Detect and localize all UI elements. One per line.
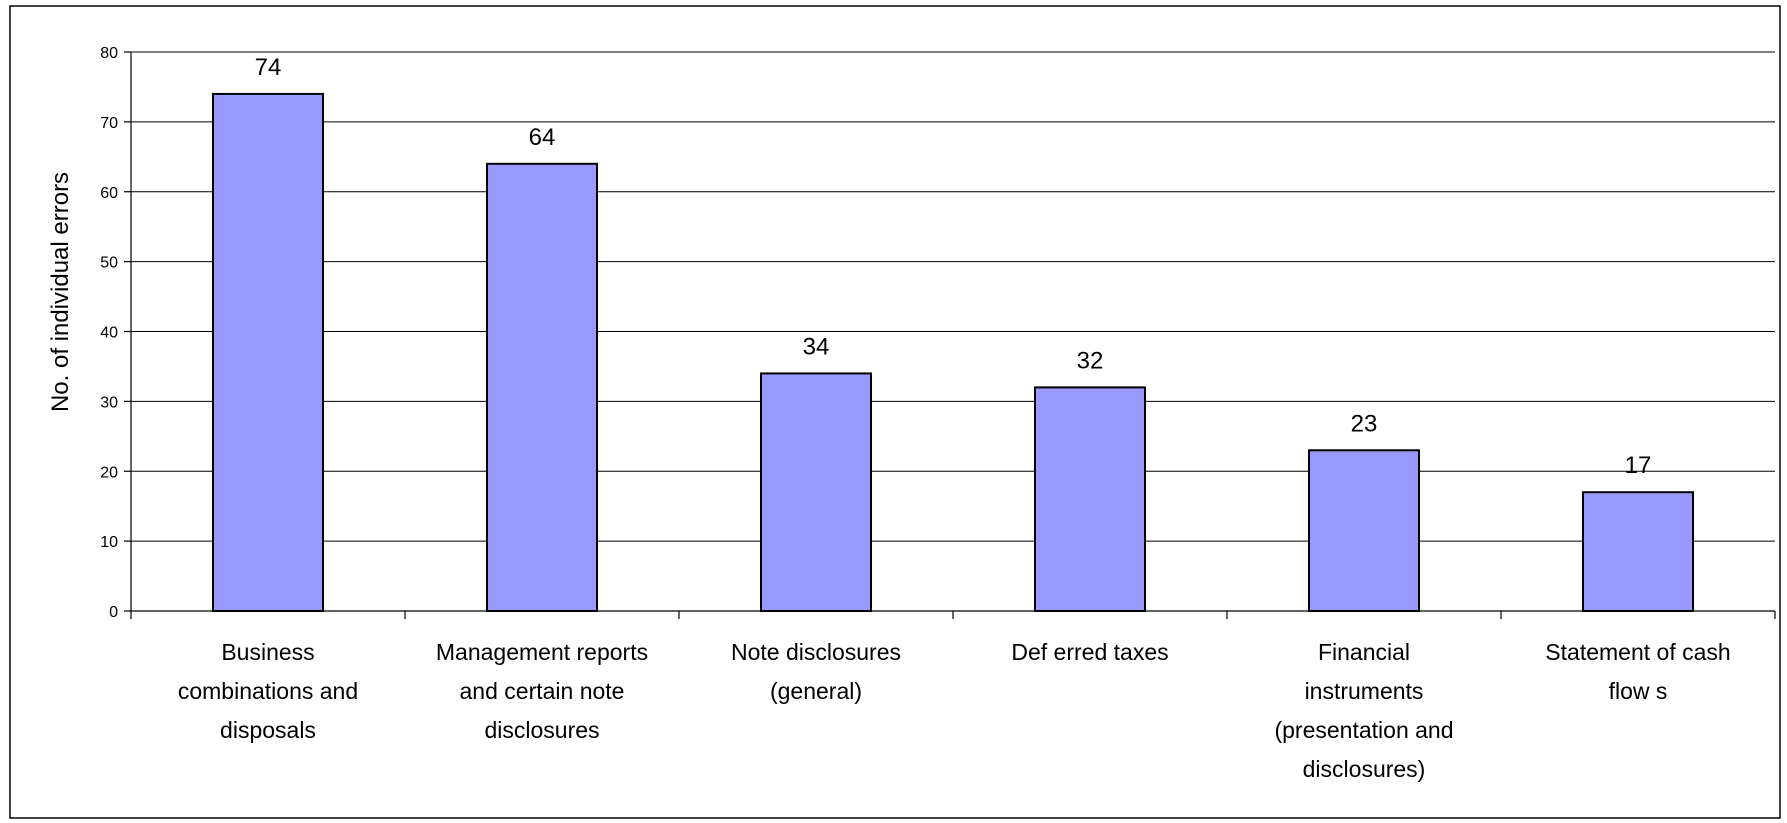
bar <box>1582 491 1694 612</box>
y-tick-label: 20 <box>100 464 118 481</box>
x-category-label: disclosures <box>484 717 599 743</box>
data-label: 34 <box>803 333 830 360</box>
x-category-label: Financial <box>1318 639 1410 665</box>
y-tick-label: 60 <box>100 185 118 202</box>
y-tick-label: 10 <box>100 534 118 551</box>
data-label: 17 <box>1625 452 1652 479</box>
x-category-label: and certain note <box>460 678 625 704</box>
x-category-label: (presentation and <box>1274 717 1453 743</box>
x-category-label: disclosures) <box>1303 756 1426 782</box>
y-tick-label: 40 <box>100 325 118 342</box>
x-category-label: Statement of cash <box>1545 639 1730 665</box>
y-tick-label: 80 <box>100 45 118 62</box>
y-tick-label: 30 <box>100 394 118 411</box>
x-category-label: Management reports <box>436 639 648 665</box>
x-category-label: (general) <box>770 678 862 704</box>
y-tick-label: 70 <box>100 115 118 132</box>
x-category-label: Note disclosures <box>731 639 901 665</box>
x-category-label: disposals <box>220 717 316 743</box>
data-label: 23 <box>1351 410 1378 437</box>
y-tick-label: 0 <box>109 604 118 621</box>
data-label: 32 <box>1077 347 1104 374</box>
x-category-label: Business <box>221 639 314 665</box>
bar <box>1034 386 1146 612</box>
bar <box>760 372 872 612</box>
y-axis-label: No. of individual errors <box>47 172 74 412</box>
data-label: 64 <box>529 124 556 151</box>
x-category-label: flow s <box>1609 678 1668 704</box>
x-category-label: combinations and <box>178 678 358 704</box>
bars <box>212 92 1694 613</box>
y-tick-label: 50 <box>100 255 118 272</box>
labels: 0 10 20 30 40 50 60 70 80 74 Business combinations … <box>100 45 1730 782</box>
x-category-label: instruments <box>1305 678 1424 704</box>
x-category-label: Def erred taxes <box>1011 639 1168 665</box>
bar <box>212 92 324 613</box>
bar <box>486 162 598 613</box>
bar <box>1308 449 1420 612</box>
gridlines <box>131 51 1775 542</box>
data-label: 74 <box>255 54 282 81</box>
axes <box>124 51 1776 619</box>
